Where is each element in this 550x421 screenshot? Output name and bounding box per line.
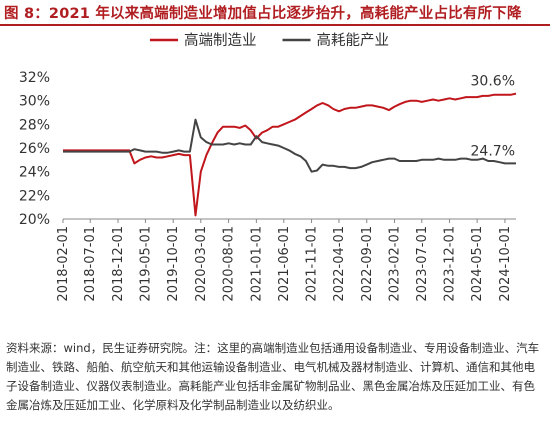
x-tick-label: 2021-01-01 (249, 226, 264, 302)
x-tick-label: 2021-11-01 (305, 226, 320, 302)
end-value-label: 24.7% (471, 143, 515, 159)
x-tick-label: 2018-12-01 (111, 226, 126, 302)
y-tick-label: 30% (19, 94, 50, 110)
end-labels: 30.6% 24.7% (471, 74, 515, 160)
legend-label: 高端制造业 (184, 32, 257, 49)
x-tick-label: 2024-10-01 (498, 226, 513, 302)
line-chart: 高端制造业 高耗能产业 20% 22% 24% 26% 28% 30% 32% 2018-02… (19, 32, 517, 302)
y-tick-label: 26% (19, 141, 50, 157)
x-tick-label: 2018-07-01 (83, 226, 98, 302)
x-tick-label: 2020-08-01 (222, 226, 237, 302)
y-tick-label: 28% (19, 117, 50, 133)
x-tick-label: 2023-02-01 (388, 226, 403, 302)
x-axis: 2018-02-01 2018-07-01 2018-12-01 2019-05-01… (56, 218, 516, 302)
x-tick-label: 2022-04-01 (332, 226, 347, 302)
series-line-1 (63, 92, 517, 217)
x-tick-label: 2019-05-01 (138, 226, 153, 302)
x-tick-label: 2021-06-01 (277, 226, 292, 302)
y-tick-label: 32% (19, 70, 50, 86)
end-value-label: 30.6% (471, 74, 515, 90)
legend-label: 高耗能产业 (317, 32, 390, 49)
title-rule (0, 24, 550, 26)
y-tick-label: 20% (19, 212, 50, 228)
x-tick-label: 2023-12-01 (443, 226, 458, 302)
y-axis: 20% 22% 24% 26% 28% 30% 32% (19, 70, 50, 228)
legend: 高端制造业 高耗能产业 (150, 32, 389, 49)
x-tick-label: 2018-02-01 (56, 226, 71, 302)
y-tick-label: 24% (19, 165, 50, 181)
plot-area (63, 92, 517, 217)
series-line-2 (63, 118, 516, 173)
x-tick-label: 2024-05-01 (470, 226, 485, 302)
y-tick-label: 22% (19, 188, 50, 204)
source-note: 资料来源：wind，民生证券研究院。注：这里的高端制造业包括通用设备制造业、专用… (6, 341, 540, 412)
x-tick-label: 2022-09-01 (360, 226, 375, 302)
x-tick-label: 2020-03-01 (194, 226, 209, 302)
x-tick-label: 2023-07-01 (415, 226, 430, 302)
figure-title: 图 8：2021 年以来高端制造业增加值占比逐步抬升，高耗能产业占比有所下降 (4, 6, 522, 22)
x-tick-label: 2019-10-01 (166, 226, 181, 302)
